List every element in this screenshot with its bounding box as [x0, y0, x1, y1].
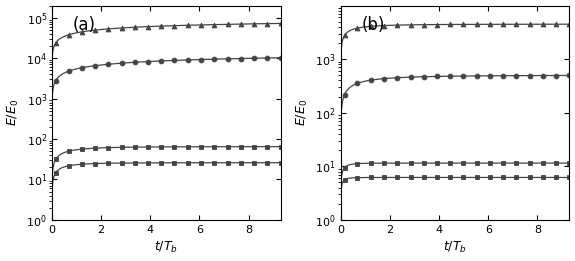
- X-axis label: $t/T_b$: $t/T_b$: [443, 240, 467, 256]
- Y-axis label: $E/E_0$: $E/E_0$: [6, 99, 21, 126]
- Text: (b): (b): [361, 16, 385, 34]
- Y-axis label: $E/E_0$: $E/E_0$: [294, 99, 309, 126]
- Text: (a): (a): [72, 16, 95, 34]
- X-axis label: $t/T_b$: $t/T_b$: [154, 240, 178, 256]
